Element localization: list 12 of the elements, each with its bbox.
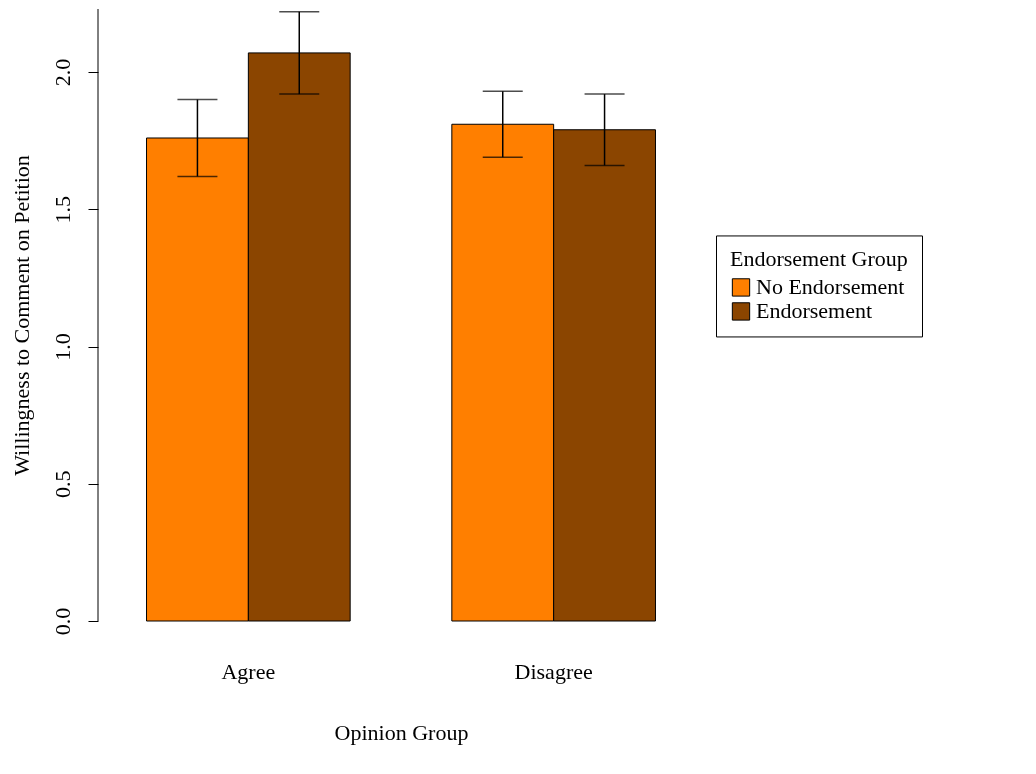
x-axis-title: Opinion Group xyxy=(334,719,469,745)
y-tick-label: 1.0 xyxy=(49,333,75,361)
y-tick-label: 0.5 xyxy=(49,470,75,499)
y-tick-label: 1.5 xyxy=(49,196,75,224)
y-tick-label: 2.0 xyxy=(49,58,75,87)
x-tick-label: Disagree xyxy=(514,658,593,684)
legend-label: No Endorsement xyxy=(756,274,905,300)
x-tick-label: Agree xyxy=(221,658,276,684)
y-axis-title: Willingness to Comment on Petition xyxy=(8,155,34,476)
legend-title: Endorsement Group xyxy=(730,246,908,272)
legend-label: Endorsement xyxy=(756,298,873,324)
y-tick-label: 0.0 xyxy=(49,607,75,636)
